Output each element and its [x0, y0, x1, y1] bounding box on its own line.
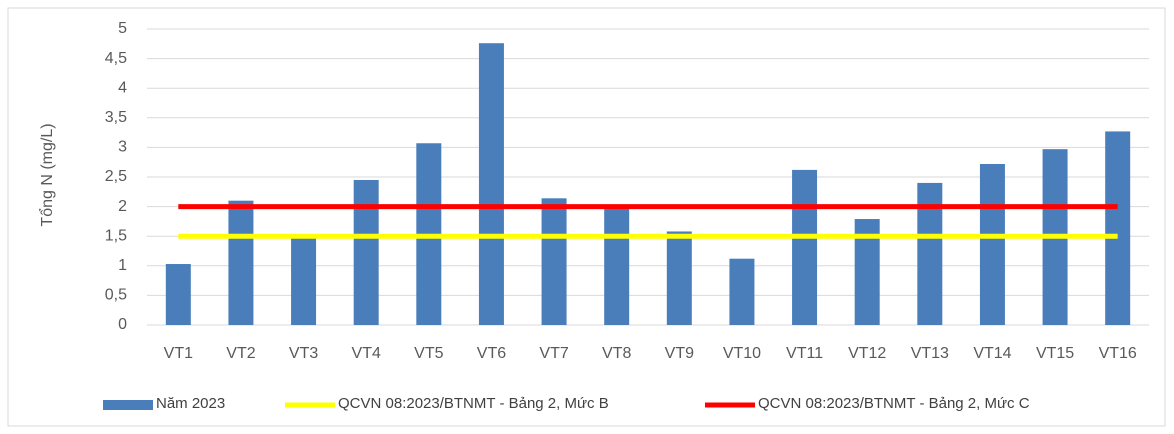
legend-label: Năm 2023 — [156, 395, 225, 412]
legend-swatch — [103, 400, 153, 410]
x-tick-label: VT4 — [352, 345, 381, 362]
x-tick-label: VT9 — [665, 345, 694, 362]
x-tick-label: VT1 — [164, 345, 193, 362]
x-tick-label: VT6 — [477, 345, 506, 362]
bar — [792, 169, 818, 325]
x-tick-label: VT2 — [226, 345, 255, 362]
bar — [666, 231, 692, 325]
y-tick-label: 2,5 — [105, 168, 127, 185]
x-tick-label: VT15 — [1036, 345, 1074, 362]
y-tick-label: 0 — [118, 316, 127, 333]
y-tick-label: 1,5 — [105, 227, 127, 244]
x-tick-label: VT11 — [786, 345, 823, 362]
bar — [228, 200, 254, 325]
x-tick-label: VT8 — [602, 345, 631, 362]
bar — [165, 264, 191, 325]
y-tick-label: 1 — [118, 257, 127, 274]
x-tick-label: VT16 — [1099, 345, 1137, 362]
y-axis-label: Tổng N (mg/L) — [38, 123, 56, 226]
bar — [353, 179, 379, 325]
bar — [541, 198, 567, 325]
x-tick-label: VT3 — [289, 345, 318, 362]
bar — [729, 258, 755, 325]
y-tick-label: 4,5 — [105, 50, 127, 67]
x-tick-label: VT12 — [848, 345, 886, 362]
x-tick-label: VT10 — [723, 345, 761, 362]
y-tick-label: 3 — [118, 139, 127, 156]
bar — [979, 163, 1005, 325]
x-tick-label: VT7 — [539, 345, 568, 362]
y-tick-label: 0,5 — [105, 287, 127, 304]
y-tick-label: 5 — [118, 20, 127, 37]
y-tick-label: 3,5 — [105, 109, 127, 126]
bar — [291, 236, 317, 325]
x-tick-label: VT14 — [973, 345, 1011, 362]
x-tick-label: VT5 — [414, 345, 443, 362]
chart-frame — [7, 7, 1166, 427]
y-tick-label: 4 — [118, 79, 127, 96]
legend-label: QCVN 08:2023/BTNMT - Bảng 2, Mức C — [758, 395, 1030, 412]
x-tick-label: VT13 — [911, 345, 949, 362]
bar — [478, 43, 504, 325]
legend-label: QCVN 08:2023/BTNMT - Bảng 2, Mức B — [338, 395, 609, 412]
y-tick-label: 2 — [118, 198, 127, 215]
bar — [604, 206, 630, 325]
legend: Năm 2023 QCVN 08:2023/BTNMT - Bảng 2, Mức… — [103, 395, 1030, 412]
bar — [1105, 131, 1131, 325]
